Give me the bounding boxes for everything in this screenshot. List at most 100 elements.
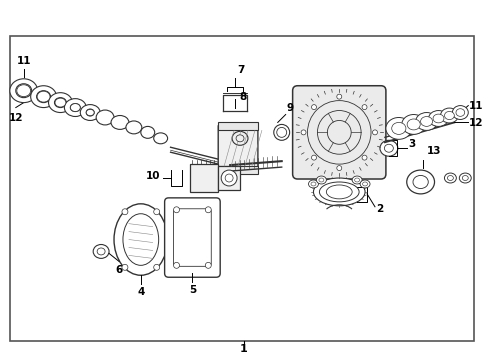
Ellipse shape bbox=[232, 131, 248, 145]
Ellipse shape bbox=[93, 244, 109, 258]
Ellipse shape bbox=[372, 130, 377, 135]
Ellipse shape bbox=[274, 125, 290, 140]
Ellipse shape bbox=[447, 176, 453, 180]
Ellipse shape bbox=[122, 209, 128, 215]
Ellipse shape bbox=[37, 91, 50, 103]
Ellipse shape bbox=[309, 180, 318, 188]
Ellipse shape bbox=[326, 185, 352, 199]
Ellipse shape bbox=[16, 84, 32, 98]
Ellipse shape bbox=[154, 264, 160, 270]
FancyBboxPatch shape bbox=[165, 198, 220, 277]
Bar bbox=[10, 36, 474, 341]
Ellipse shape bbox=[236, 135, 244, 142]
Ellipse shape bbox=[111, 116, 129, 129]
Ellipse shape bbox=[154, 209, 160, 215]
Ellipse shape bbox=[10, 79, 38, 103]
Ellipse shape bbox=[49, 93, 73, 113]
Ellipse shape bbox=[64, 99, 86, 117]
Bar bbox=[218, 166, 258, 174]
Ellipse shape bbox=[462, 176, 468, 180]
Text: 9: 9 bbox=[287, 103, 294, 113]
Ellipse shape bbox=[114, 204, 168, 275]
Ellipse shape bbox=[86, 109, 94, 116]
Ellipse shape bbox=[360, 180, 370, 188]
Ellipse shape bbox=[380, 140, 398, 156]
Text: 12: 12 bbox=[469, 118, 484, 129]
Ellipse shape bbox=[337, 94, 342, 99]
Ellipse shape bbox=[407, 119, 420, 130]
Ellipse shape bbox=[352, 176, 362, 184]
Ellipse shape bbox=[314, 178, 365, 206]
Ellipse shape bbox=[37, 91, 50, 102]
Text: 13: 13 bbox=[427, 146, 441, 156]
Ellipse shape bbox=[126, 121, 142, 134]
Ellipse shape bbox=[413, 175, 428, 189]
Ellipse shape bbox=[407, 170, 435, 194]
Ellipse shape bbox=[319, 178, 324, 182]
Ellipse shape bbox=[71, 104, 80, 112]
Text: 11: 11 bbox=[17, 56, 31, 66]
Ellipse shape bbox=[277, 127, 287, 137]
Ellipse shape bbox=[301, 130, 306, 135]
Ellipse shape bbox=[225, 174, 233, 182]
Bar bbox=[218, 122, 258, 130]
Ellipse shape bbox=[319, 182, 359, 202]
FancyBboxPatch shape bbox=[173, 209, 211, 266]
Text: 10: 10 bbox=[146, 171, 161, 181]
Text: 8: 8 bbox=[239, 92, 246, 102]
Ellipse shape bbox=[363, 182, 368, 186]
Ellipse shape bbox=[173, 207, 179, 213]
Ellipse shape bbox=[17, 85, 31, 96]
Ellipse shape bbox=[416, 113, 438, 130]
Ellipse shape bbox=[141, 126, 155, 138]
Ellipse shape bbox=[362, 155, 367, 160]
Ellipse shape bbox=[55, 98, 66, 107]
Ellipse shape bbox=[71, 104, 80, 112]
Ellipse shape bbox=[54, 98, 66, 108]
Ellipse shape bbox=[337, 166, 342, 171]
Text: 6: 6 bbox=[115, 265, 122, 275]
Ellipse shape bbox=[392, 122, 406, 134]
Ellipse shape bbox=[312, 155, 317, 160]
Ellipse shape bbox=[420, 117, 433, 126]
Text: 7: 7 bbox=[237, 65, 245, 75]
FancyBboxPatch shape bbox=[218, 125, 258, 172]
Ellipse shape bbox=[317, 176, 326, 184]
Bar bbox=[218, 166, 240, 190]
Ellipse shape bbox=[441, 108, 458, 123]
Ellipse shape bbox=[433, 114, 444, 123]
Ellipse shape bbox=[312, 105, 317, 109]
Ellipse shape bbox=[173, 262, 179, 268]
Ellipse shape bbox=[444, 111, 454, 120]
Ellipse shape bbox=[31, 86, 56, 108]
Ellipse shape bbox=[97, 248, 105, 255]
Ellipse shape bbox=[459, 173, 471, 183]
Ellipse shape bbox=[205, 262, 211, 268]
Ellipse shape bbox=[221, 170, 237, 186]
Ellipse shape bbox=[311, 182, 316, 186]
Ellipse shape bbox=[355, 178, 360, 182]
Bar bbox=[191, 164, 218, 192]
Ellipse shape bbox=[452, 105, 468, 120]
Ellipse shape bbox=[386, 117, 412, 139]
Ellipse shape bbox=[86, 109, 94, 116]
Text: 5: 5 bbox=[189, 285, 196, 295]
Text: 3: 3 bbox=[409, 139, 416, 149]
Ellipse shape bbox=[385, 144, 393, 152]
Ellipse shape bbox=[96, 110, 114, 125]
Ellipse shape bbox=[456, 109, 465, 116]
Ellipse shape bbox=[123, 214, 159, 265]
Text: 4: 4 bbox=[137, 287, 145, 297]
Ellipse shape bbox=[362, 105, 367, 109]
FancyBboxPatch shape bbox=[293, 86, 386, 179]
Ellipse shape bbox=[429, 111, 448, 126]
Ellipse shape bbox=[80, 105, 100, 121]
Text: 12: 12 bbox=[8, 113, 23, 122]
Ellipse shape bbox=[154, 133, 168, 144]
Ellipse shape bbox=[402, 114, 426, 134]
Text: 2: 2 bbox=[376, 204, 383, 214]
Text: 1: 1 bbox=[240, 344, 248, 354]
Ellipse shape bbox=[444, 173, 456, 183]
Ellipse shape bbox=[205, 207, 211, 213]
Ellipse shape bbox=[122, 264, 128, 270]
